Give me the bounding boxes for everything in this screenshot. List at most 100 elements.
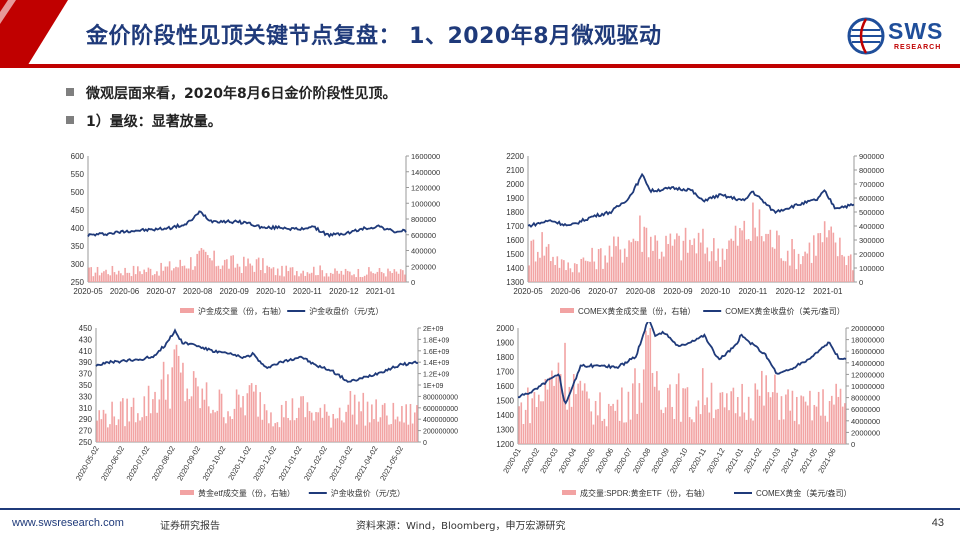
volume-bar xyxy=(666,387,669,444)
right-tick-label: 2000000 xyxy=(851,428,880,437)
volume-bar xyxy=(671,406,673,444)
left-tick-label: 400 xyxy=(71,224,85,233)
volume-bar xyxy=(272,267,275,282)
volume-bar xyxy=(651,372,654,444)
volume-bar xyxy=(786,250,789,282)
volume-bar xyxy=(658,390,660,444)
volume-bar xyxy=(555,377,558,444)
volume-bar xyxy=(654,235,656,282)
right-tick-label: 1200000 xyxy=(411,184,440,193)
volume-bar xyxy=(353,394,356,442)
volume-bar xyxy=(190,257,192,282)
volume-bar xyxy=(545,246,548,282)
right-tick-label: 10000000 xyxy=(851,382,884,391)
x-tick-label: 2020-08-02 xyxy=(150,445,177,483)
volume-bar xyxy=(732,240,735,282)
volume-bar xyxy=(693,238,696,282)
x-tick-label: 2021-02-02 xyxy=(302,445,329,483)
volume-bar xyxy=(411,423,414,442)
volume-bar xyxy=(673,418,676,444)
right-tick-label: 12000000 xyxy=(851,370,884,379)
volume-bar xyxy=(126,272,129,282)
volume-bar xyxy=(564,342,566,444)
volume-bar xyxy=(240,272,243,282)
right-tick-label: 800000 xyxy=(411,215,436,224)
volume-bar xyxy=(259,392,262,442)
volume-bar xyxy=(182,362,184,442)
volume-bar xyxy=(701,368,704,444)
volume-bar xyxy=(817,391,820,444)
volume-bar xyxy=(257,416,259,442)
volume-bar xyxy=(625,422,628,444)
volume-bar xyxy=(283,276,285,282)
volume-bar xyxy=(152,399,154,442)
volume-bar xyxy=(100,272,103,282)
volume-bar xyxy=(210,413,212,442)
volume-bar xyxy=(695,253,698,282)
right-tick-label: 800000000 xyxy=(423,394,458,401)
volume-bar xyxy=(249,263,251,282)
volume-bar xyxy=(115,425,118,442)
volume-bar xyxy=(723,259,726,282)
volume-bar xyxy=(205,382,208,442)
volume-bar xyxy=(789,410,792,444)
volume-bar xyxy=(227,411,229,442)
volume-bar xyxy=(529,423,531,444)
header: 金价阶段性见顶关键节点复盘： 1、2020年8月微观驱动 SWS RESEARC… xyxy=(0,0,960,68)
x-tick-label: 2020-06 xyxy=(110,287,140,296)
volume-bar xyxy=(606,262,609,282)
right-tick-label: 1400000 xyxy=(411,168,440,177)
volume-bar xyxy=(680,421,682,444)
volume-bar xyxy=(557,362,560,444)
volume-bar xyxy=(579,380,582,444)
volume-bar xyxy=(197,386,199,442)
volume-bar xyxy=(563,260,565,282)
footer-report: 证券研究报告 xyxy=(160,521,220,532)
volume-bar xyxy=(565,270,567,282)
chart-svg: 2000 1900 1800 1700 1600 1500 1400 1300 1200 2000… xyxy=(496,322,884,498)
volume-bar xyxy=(745,239,748,282)
volume-bar xyxy=(693,422,695,444)
footer-source: 资料来源：Wind，Bloomberg，申万宏源研究 xyxy=(356,521,566,532)
volume-bar xyxy=(392,402,395,442)
volume-bar xyxy=(128,421,131,442)
volume-bar xyxy=(677,373,680,444)
volume-bar xyxy=(571,272,574,282)
volume-bar xyxy=(691,419,693,444)
volume-bar xyxy=(839,388,842,444)
volume-bar xyxy=(639,215,641,282)
volume-bar xyxy=(149,413,152,442)
volume-bar xyxy=(520,402,523,444)
volume-bar xyxy=(647,335,649,444)
left-tick-label: 1300 xyxy=(506,278,524,287)
volume-bar xyxy=(266,265,268,282)
volume-bar xyxy=(340,420,343,442)
volume-bar xyxy=(194,266,196,282)
volume-bar xyxy=(195,377,197,442)
volume-bar xyxy=(90,267,92,282)
volume-bar xyxy=(539,257,541,282)
volume-bar xyxy=(532,239,535,282)
right-tick-label: 600000000 xyxy=(423,406,458,413)
volume-bar xyxy=(302,270,304,282)
volume-bar xyxy=(822,389,824,444)
volume-bar xyxy=(782,260,785,282)
volume-bar xyxy=(149,268,152,282)
logo: SWS RESEARCH xyxy=(846,16,946,56)
volume-bar xyxy=(122,275,124,282)
volume-bar xyxy=(308,273,311,282)
volume-bar xyxy=(342,274,345,282)
volume-bar xyxy=(804,251,806,282)
volume-bar xyxy=(398,421,401,442)
volume-bar xyxy=(220,393,223,442)
volume-bar xyxy=(132,265,135,282)
volume-bar xyxy=(162,270,165,282)
x-tick-label: 2020-12 xyxy=(329,287,359,296)
volume-bar xyxy=(771,392,774,444)
volume-bar xyxy=(257,257,260,282)
volume-bar xyxy=(119,401,122,442)
volume-bar xyxy=(582,257,585,282)
left-tick-label: 2200 xyxy=(506,152,524,161)
volume-bar xyxy=(669,384,671,444)
volume-bar xyxy=(584,260,587,282)
